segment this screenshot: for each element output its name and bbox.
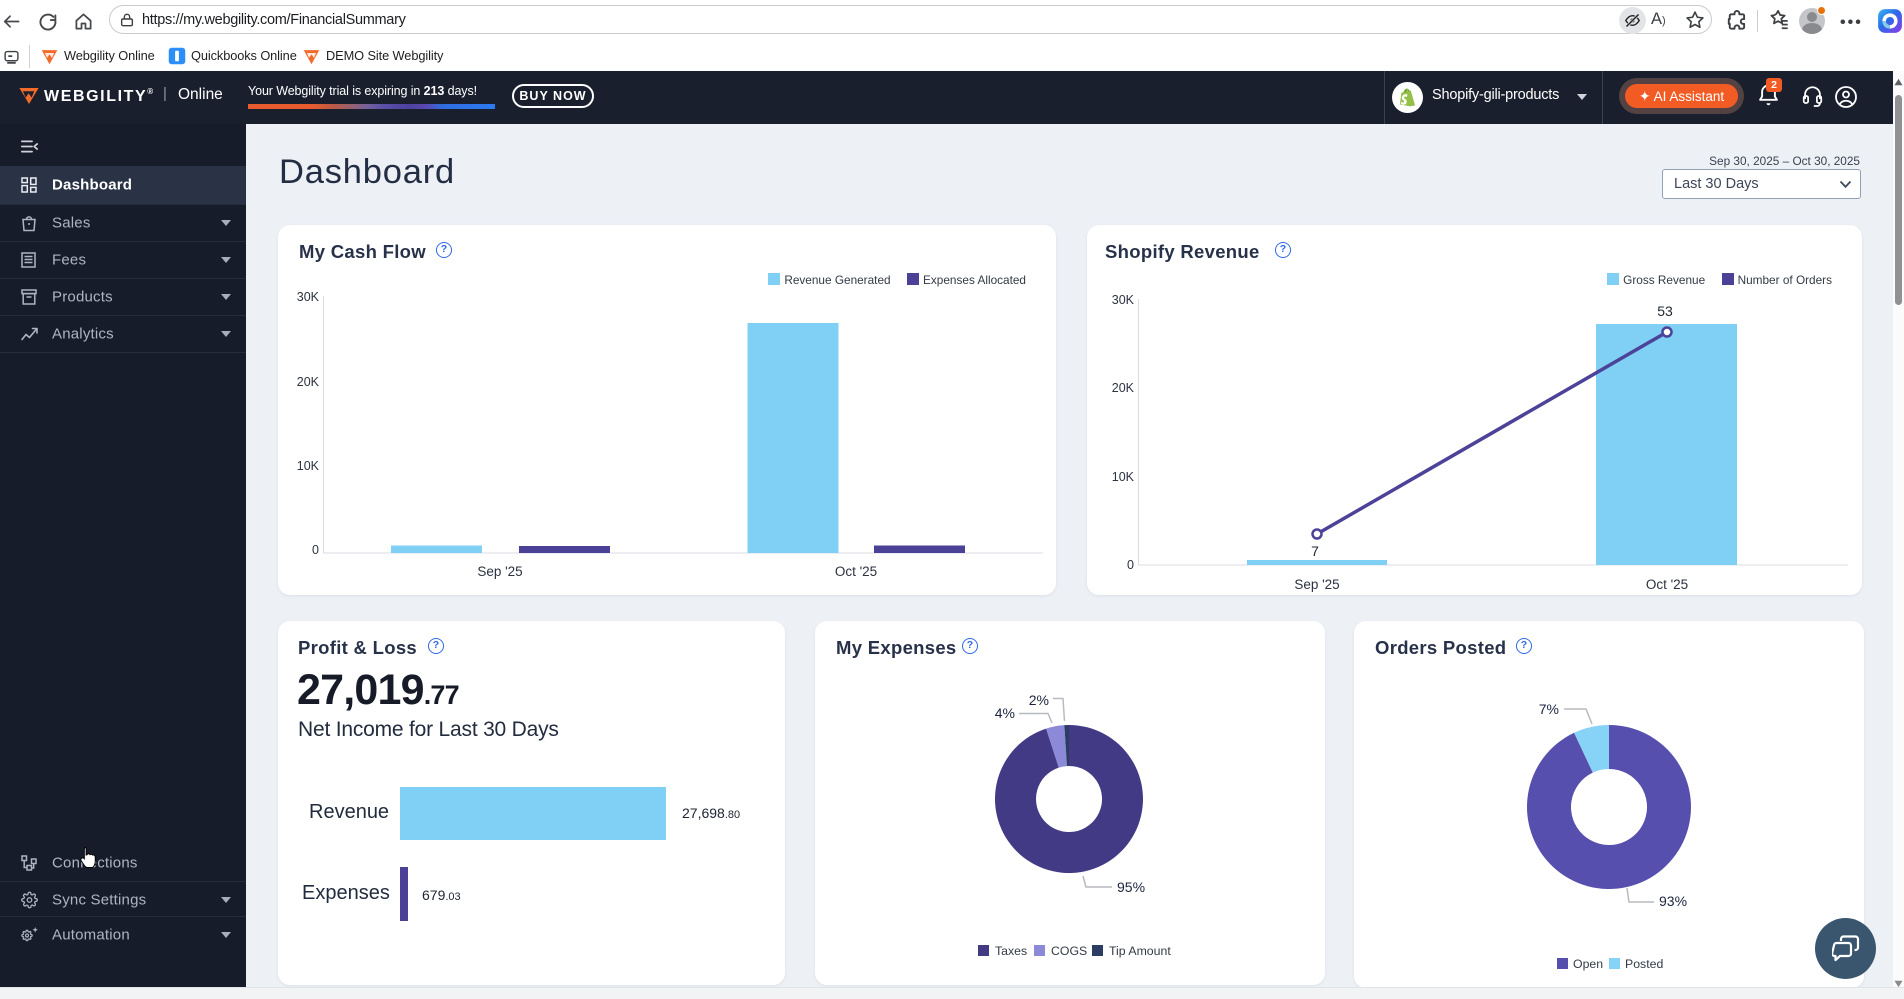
- svg-text:0: 0: [312, 543, 319, 557]
- svg-text:Sep '25: Sep '25: [477, 564, 522, 579]
- svg-text:Oct '25: Oct '25: [835, 564, 877, 579]
- svg-text:Tip Amount: Tip Amount: [1109, 944, 1171, 958]
- svg-text:0: 0: [1127, 558, 1134, 572]
- svg-text:7%: 7%: [1539, 701, 1559, 717]
- svg-text:20K: 20K: [1112, 381, 1135, 395]
- svg-text:10K: 10K: [1112, 470, 1135, 484]
- svg-text:Posted: Posted: [1625, 957, 1663, 971]
- svg-text:93%: 93%: [1659, 893, 1687, 909]
- svg-text:95%: 95%: [1117, 879, 1145, 895]
- svg-text:20K: 20K: [297, 375, 320, 389]
- svg-text:Taxes: Taxes: [995, 944, 1027, 958]
- svg-text:7: 7: [1311, 543, 1319, 559]
- svg-text:Sep '25: Sep '25: [1294, 577, 1339, 592]
- svg-text:Oct '25: Oct '25: [1646, 577, 1688, 592]
- svg-text:10K: 10K: [297, 459, 320, 473]
- svg-text:53: 53: [1657, 303, 1673, 319]
- svg-text:Open: Open: [1573, 957, 1603, 971]
- svg-text:COGS: COGS: [1051, 944, 1087, 958]
- svg-text:30K: 30K: [297, 290, 320, 304]
- svg-text:30K: 30K: [1112, 293, 1135, 307]
- svg-text:4%: 4%: [995, 705, 1015, 721]
- svg-text:2%: 2%: [1029, 692, 1049, 708]
